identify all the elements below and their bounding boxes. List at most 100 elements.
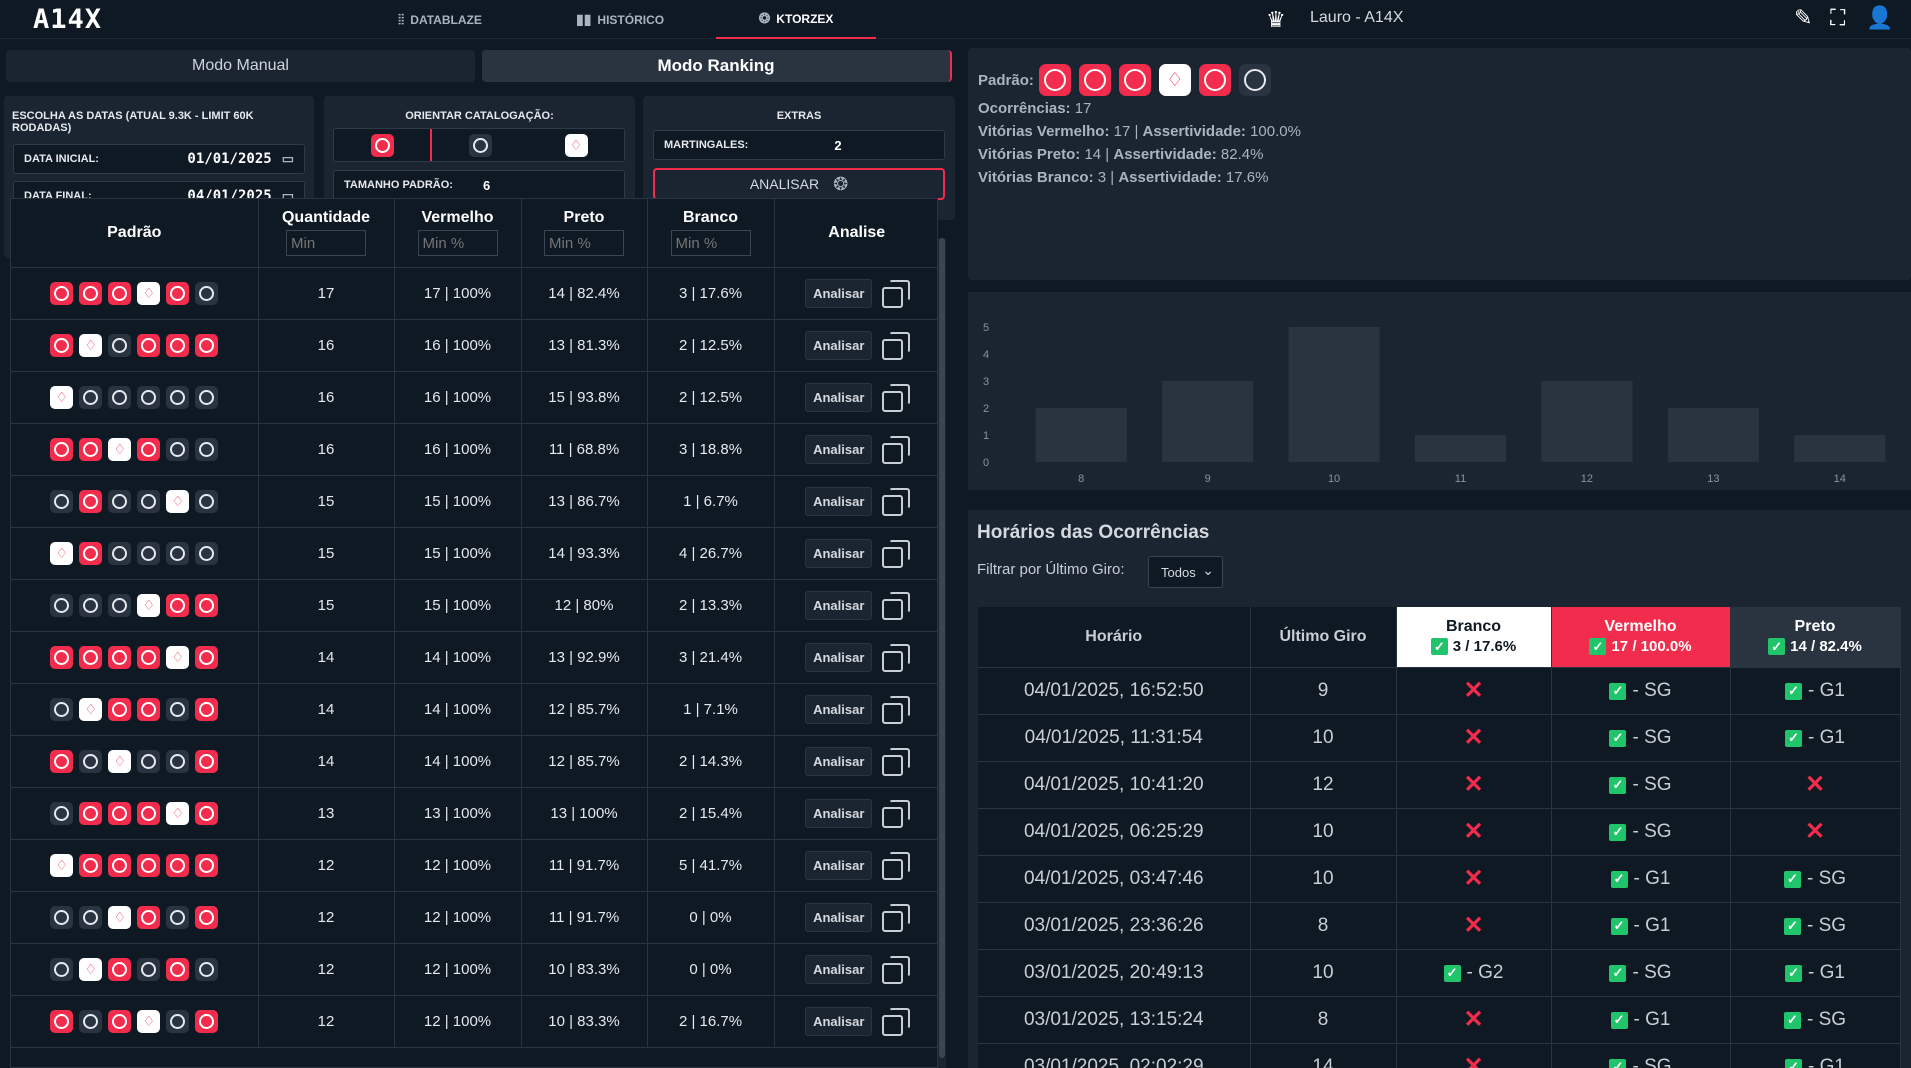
black-result-cell: ✓ - G1	[1730, 714, 1901, 762]
analyze-row-button[interactable]: Analisar	[805, 590, 873, 620]
copy-icon[interactable]	[882, 852, 911, 880]
copy-icon[interactable]	[882, 956, 911, 984]
red-circle-icon	[50, 333, 74, 357]
mode-ranking-button[interactable]: Modo Ranking	[482, 50, 952, 82]
orient-black-option[interactable]	[432, 129, 528, 161]
copy-icon[interactable]	[882, 436, 911, 464]
copy-icon[interactable]	[882, 1008, 911, 1036]
user-icon[interactable]: 👤	[1866, 5, 1894, 30]
red-circle-icon	[1118, 64, 1151, 96]
copy-icon[interactable]	[882, 748, 911, 776]
analyze-row-button[interactable]: Analisar	[805, 278, 873, 308]
copy-icon[interactable]	[882, 904, 911, 932]
chart-bar[interactable]	[1288, 327, 1380, 462]
occurrence-row: 04/01/2025, 10:41:20 12 ✕ ✓ - SG ✕	[978, 761, 1901, 809]
red-result-cell: ✓ - G1	[1551, 996, 1731, 1044]
mode-manual-button[interactable]: Modo Manual	[6, 50, 475, 82]
copy-icon[interactable]	[882, 592, 911, 620]
black-circle-icon	[166, 905, 190, 929]
orient-red-option[interactable]	[334, 129, 432, 161]
white-cell: 2 | 12.5%	[647, 371, 775, 424]
red-result-cell: ✓ - SG	[1551, 949, 1731, 997]
info-white-label: Vitórias Branco:	[978, 169, 1094, 186]
nav-label: HISTÓRICO	[597, 12, 665, 27]
copy-icon[interactable]	[882, 384, 911, 412]
red-cell: 17 | 100%	[394, 267, 522, 320]
cross-icon: ✕	[1463, 1006, 1484, 1033]
result-label: - SG	[1632, 821, 1672, 842]
cross-icon: ✕	[1463, 1053, 1484, 1068]
analyze-row-button[interactable]: Analisar	[805, 1006, 873, 1036]
scrollbar-thumb[interactable]	[939, 238, 945, 1058]
analyze-row-button[interactable]: Analisar	[805, 642, 873, 672]
analyze-row-button[interactable]: Analisar	[805, 746, 873, 776]
analyze-row-button[interactable]: Analisar	[805, 486, 873, 516]
nav-datablaze[interactable]: ⦙⦙ DATABLAZE	[398, 0, 482, 39]
start-date-field[interactable]: DATA INICIAL: 01/01/2025 ▭	[13, 144, 305, 174]
red-circle-icon	[137, 905, 161, 929]
copy-icon[interactable]	[882, 800, 911, 828]
check-icon: ✓	[1785, 682, 1803, 700]
table-scrollbar[interactable]	[938, 238, 946, 1068]
fullscreen-icon[interactable]: ⛶	[1830, 5, 1846, 30]
copy-icon[interactable]	[882, 488, 911, 516]
time-cell: 04/01/2025, 06:25:29	[978, 808, 1251, 856]
last-spin-filter-select[interactable]: Todos	[1148, 556, 1223, 588]
analyze-row-button[interactable]: Analisar	[805, 902, 873, 932]
analyze-button[interactable]: ANALISAR ❂	[653, 168, 945, 200]
copy-icon[interactable]	[882, 696, 911, 724]
col-black-label: Preto	[563, 209, 605, 227]
black-min-input[interactable]	[544, 230, 624, 257]
black-circle-icon	[166, 541, 190, 565]
red-cell: 12 | 100%	[394, 839, 522, 892]
chart-bar[interactable]	[1162, 381, 1254, 462]
orient-white-option[interactable]: ♢	[528, 129, 624, 161]
analyze-row-button[interactable]: Analisar	[805, 954, 873, 984]
pattern-cell: ♢	[11, 787, 259, 840]
black-circle-icon	[137, 385, 161, 409]
analyze-row-button[interactable]: Analisar	[805, 382, 873, 412]
calendar-icon[interactable]: ▭	[281, 151, 294, 166]
red-min-input[interactable]	[417, 230, 498, 257]
chart-bar[interactable]	[1035, 408, 1127, 462]
copy-icon[interactable]	[882, 540, 911, 568]
edit-icon[interactable]: ✎	[1794, 5, 1813, 30]
analyze-row-button[interactable]: Analisar	[805, 538, 873, 568]
check-icon: ✓	[1785, 964, 1803, 982]
brain-icon: ❂	[833, 173, 849, 194]
copy-icon[interactable]	[882, 332, 911, 360]
dates-title: ESCOLHA AS DATAS (ATUAL 9.3K - LIMIT 60K…	[12, 110, 254, 134]
nav-historico[interactable]: ▮▮ HISTÓRICO	[576, 0, 664, 39]
analyze-row-button[interactable]: Analisar	[805, 694, 873, 724]
chart-bar[interactable]	[1794, 435, 1886, 462]
white-drop-icon: ♢	[108, 905, 132, 929]
analyze-row-button[interactable]: Analisar	[805, 434, 873, 464]
martingales-field[interactable]: MARTINGALES: 2	[653, 130, 945, 160]
nav-ktorzex[interactable]: ❂ KTORZEX	[716, 0, 876, 39]
qty-min-input[interactable]	[286, 230, 366, 257]
red-result-cell: ✓ - SG	[1551, 714, 1731, 762]
actions-cell: Analisar	[774, 735, 937, 788]
chart-bar[interactable]	[1414, 435, 1507, 462]
check-icon: ✓	[1768, 638, 1786, 656]
white-min-input[interactable]	[670, 230, 751, 257]
pattern-cell: ♢	[11, 839, 259, 892]
analyze-row-button[interactable]: Analisar	[805, 798, 873, 828]
chart-bar[interactable]	[1667, 408, 1759, 462]
red-circle-icon	[50, 645, 74, 669]
analyze-row-button[interactable]: Analisar	[805, 330, 873, 360]
last-spin-cell: 10	[1250, 808, 1397, 856]
black-header-label: Preto	[1794, 618, 1836, 636]
black-circle-icon	[166, 697, 190, 721]
copy-icon[interactable]	[882, 280, 911, 308]
orient-title: ORIENTAR CATALOGAÇÃO:	[405, 110, 554, 122]
last-spin-cell: 10	[1250, 855, 1397, 903]
info-black-row: Vitórias Preto: 14 | Assertividade: 82.4…	[978, 146, 1264, 163]
copy-icon[interactable]	[882, 644, 911, 672]
black-circle-icon	[137, 541, 161, 565]
chart-bar[interactable]	[1541, 381, 1633, 462]
pattern-size-field[interactable]: TAMANHO PADRÃO: 6	[333, 170, 625, 200]
info-pattern-row: Padrão: ♢	[978, 64, 1271, 96]
analyze-row-button[interactable]: Analisar	[805, 850, 873, 880]
col-red: Vermelho	[394, 199, 522, 268]
